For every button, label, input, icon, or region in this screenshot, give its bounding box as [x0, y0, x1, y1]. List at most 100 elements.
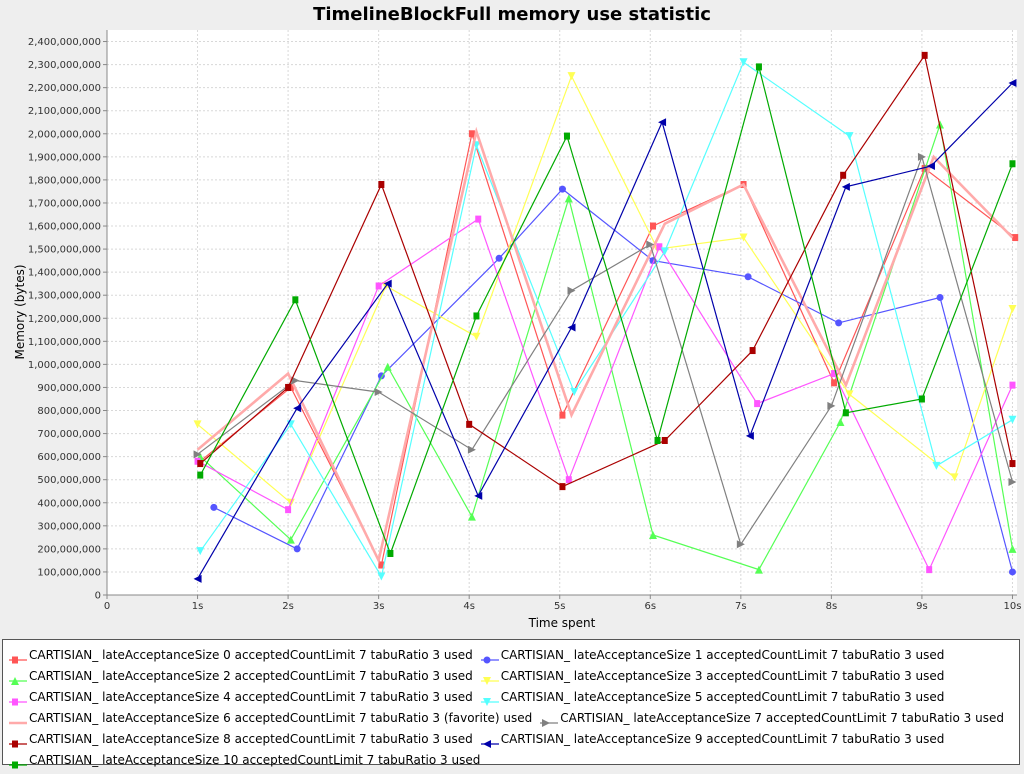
legend-item-series-10: CARTISIAN_ lateAcceptanceSize 10 accepte… [9, 752, 481, 768]
legend-swatch-graphic [9, 698, 27, 705]
data-point [921, 51, 928, 59]
data-point [1008, 415, 1017, 424]
data-point [467, 445, 476, 454]
y-tick-label: 1,900,000,000 [28, 152, 101, 163]
legend-swatch-graphic [9, 740, 27, 747]
data-point [654, 436, 661, 444]
data-point [932, 461, 941, 470]
data-point [827, 401, 836, 410]
y-tick-label: 1,400,000,000 [28, 268, 101, 279]
legend-swatch-graphic [480, 676, 499, 685]
y-tick-label: 400,000,000 [37, 498, 101, 509]
legend-swatch [9, 734, 27, 747]
legend-item-series-3: CARTISIAN_ lateAcceptanceSize 3 accepted… [480, 669, 944, 685]
series-line [197, 74, 1014, 504]
data-point [12, 698, 18, 705]
legend-swatch [480, 671, 499, 685]
data-point [559, 411, 566, 419]
data-point [564, 194, 573, 203]
x-tick-label: 5s [554, 601, 566, 612]
data-point [736, 540, 745, 549]
data-point [570, 388, 579, 397]
y-tick-label: 500,000,000 [37, 475, 101, 486]
data-point [565, 476, 572, 484]
legend-row: CARTISIAN_ lateAcceptanceSize 0 accepted… [9, 644, 1019, 665]
data-point [739, 58, 748, 67]
y-tick-label: 900,000,000 [37, 383, 101, 394]
y-tick-label: 300,000,000 [37, 521, 101, 532]
data-point [836, 418, 845, 427]
y-tick-label: 2,300,000,000 [28, 60, 101, 71]
data-point [567, 72, 576, 81]
x-tick-label: 1s [192, 601, 204, 612]
x-tick-label: 8s [826, 601, 838, 612]
data-point [482, 739, 491, 748]
legend-label: CARTISIAN_ lateAcceptanceSize 10 accepte… [29, 752, 481, 767]
series-line [196, 82, 1013, 580]
legend-swatch-graphic [9, 761, 27, 768]
data-point [378, 561, 385, 569]
data-point [755, 63, 762, 71]
data-point [567, 286, 576, 295]
legend-item-series-6: CARTISIAN_ lateAcceptanceSize 6 accepted… [9, 711, 532, 725]
x-tick-label: 7s [735, 601, 747, 612]
data-point [1008, 478, 1017, 486]
data-point [739, 233, 748, 242]
data-point [197, 471, 204, 479]
legend-swatch [9, 650, 27, 663]
series-7 [193, 152, 1017, 549]
x-tick-label: 6s [644, 601, 656, 612]
y-tick-label: 700,000,000 [37, 429, 101, 440]
y-tick-label: 1,300,000,000 [28, 291, 101, 302]
data-point [375, 282, 382, 290]
data-point [917, 152, 926, 161]
data-point [558, 185, 566, 193]
data-point [950, 473, 959, 482]
data-point [918, 395, 925, 403]
data-point [1009, 381, 1016, 389]
data-point [292, 296, 299, 304]
data-point [475, 215, 482, 223]
y-tick-label: 200,000,000 [37, 544, 101, 555]
data-point [1009, 160, 1016, 168]
legend-item-series-5: CARTISIAN_ lateAcceptanceSize 5 accepted… [480, 690, 944, 706]
data-point [660, 247, 669, 256]
data-point [291, 376, 300, 385]
data-point [210, 503, 218, 511]
data-point [12, 761, 18, 768]
legend-swatch-graphic [480, 697, 499, 706]
legend-item-series-8: CARTISIAN_ lateAcceptanceSize 8 accepted… [9, 732, 473, 747]
legend-row: CARTISIAN_ lateAcceptanceSize 2 accepted… [9, 665, 1019, 686]
data-point [383, 279, 392, 288]
data-point [744, 273, 752, 281]
chart-legend: CARTISIAN_ lateAcceptanceSize 0 accepted… [2, 639, 1020, 768]
data-point [1009, 460, 1016, 468]
data-point [482, 697, 491, 706]
x-tick-label: 9s [916, 601, 928, 612]
legend-swatch [9, 755, 27, 768]
data-point [926, 566, 933, 574]
data-point [1012, 234, 1019, 242]
x-tick-label: 4s [463, 601, 475, 612]
legend-item-series-9: CARTISIAN_ lateAcceptanceSize 9 accepted… [480, 732, 944, 748]
y-axis-label: Memory (bytes) [13, 264, 27, 359]
x-tick-label: 2s [282, 601, 294, 612]
series-5 [196, 58, 1017, 581]
legend-swatch [480, 692, 499, 706]
data-point [936, 294, 944, 302]
x-tick-label: 3s [373, 601, 385, 612]
data-point [377, 572, 386, 581]
legend-swatch-graphic [540, 718, 559, 727]
chart-title: TimelineBlockFull memory use statistic [313, 4, 711, 25]
series-9 [193, 79, 1017, 583]
data-point [293, 404, 302, 413]
y-tick-label: 800,000,000 [37, 406, 101, 417]
data-point [1008, 305, 1017, 314]
series-3 [193, 72, 1017, 507]
data-point [383, 362, 392, 371]
data-point [374, 388, 383, 397]
data-point [1008, 568, 1016, 576]
legend-swatch-graphic [9, 721, 27, 724]
data-point [661, 436, 668, 444]
data-point [1008, 544, 1017, 553]
